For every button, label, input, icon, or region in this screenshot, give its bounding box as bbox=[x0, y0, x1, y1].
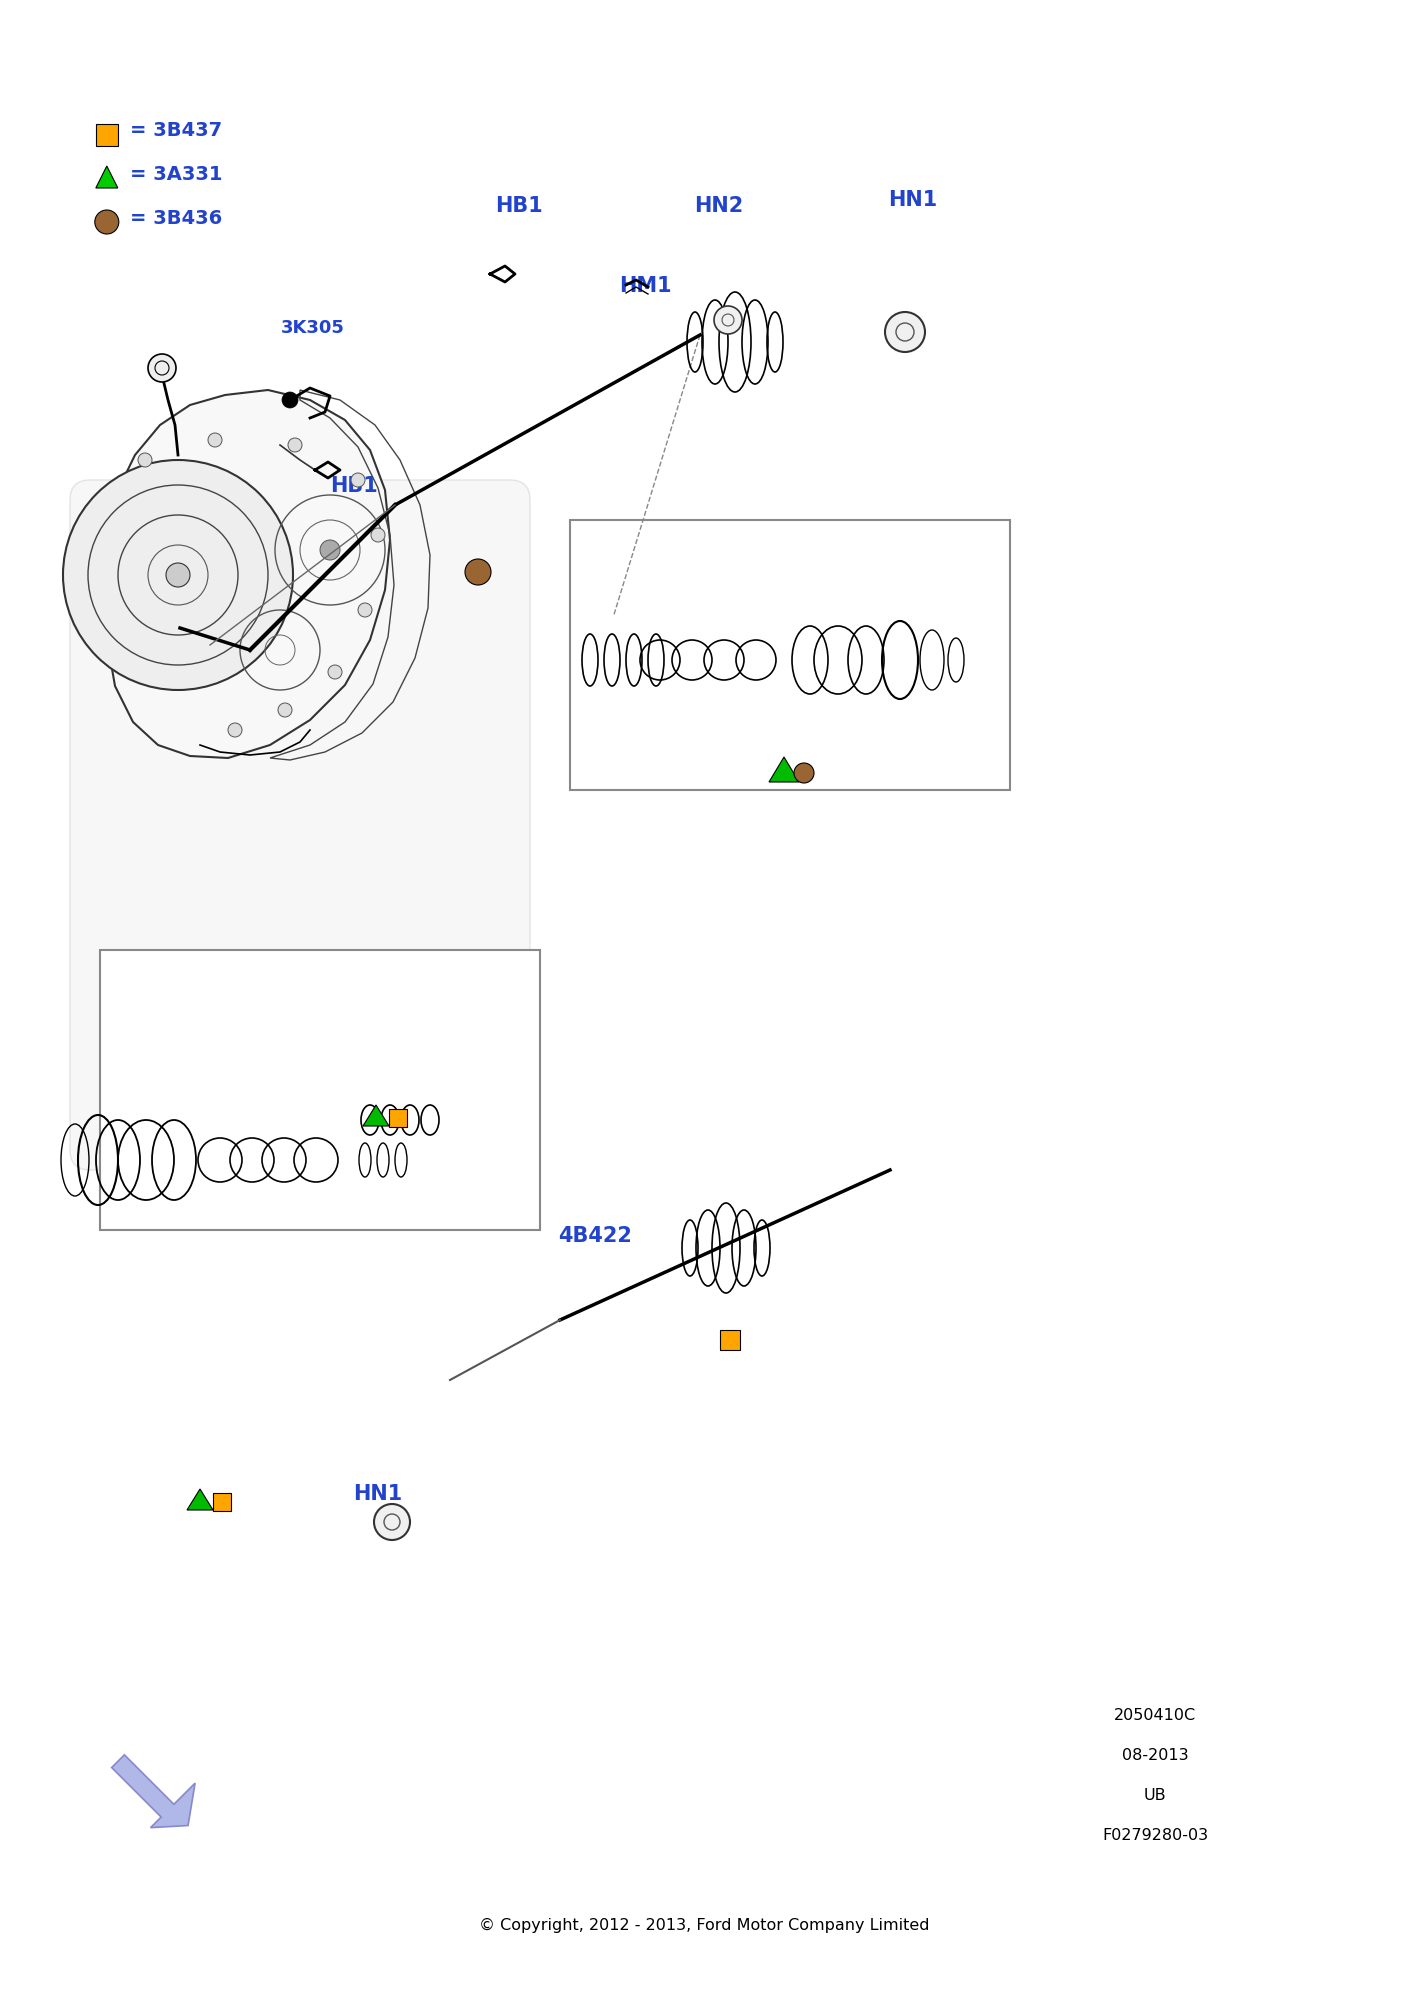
Circle shape bbox=[209, 434, 223, 448]
Text: HN2: HN2 bbox=[695, 196, 743, 216]
Circle shape bbox=[94, 210, 118, 234]
FancyBboxPatch shape bbox=[100, 950, 540, 1230]
Text: HN1: HN1 bbox=[889, 190, 937, 210]
Circle shape bbox=[228, 722, 242, 736]
Text: HN1: HN1 bbox=[354, 1484, 402, 1504]
Text: UB: UB bbox=[1144, 1788, 1167, 1804]
Circle shape bbox=[358, 604, 372, 616]
Circle shape bbox=[282, 392, 297, 408]
Polygon shape bbox=[96, 166, 118, 188]
Circle shape bbox=[328, 664, 342, 680]
Circle shape bbox=[166, 564, 190, 588]
Circle shape bbox=[351, 472, 365, 486]
Text: HB1: HB1 bbox=[495, 196, 542, 216]
Circle shape bbox=[714, 306, 743, 334]
Circle shape bbox=[465, 558, 490, 584]
Text: HB1: HB1 bbox=[330, 476, 378, 496]
Text: F0279280-03: F0279280-03 bbox=[1102, 1828, 1209, 1844]
Text: 2050410C: 2050410C bbox=[1115, 1708, 1196, 1724]
FancyBboxPatch shape bbox=[571, 520, 1010, 790]
Polygon shape bbox=[111, 1754, 194, 1828]
Polygon shape bbox=[364, 1104, 389, 1126]
Polygon shape bbox=[187, 1488, 213, 1510]
Circle shape bbox=[287, 438, 302, 452]
Polygon shape bbox=[106, 390, 390, 758]
Circle shape bbox=[278, 704, 292, 718]
Text: HM1: HM1 bbox=[619, 276, 672, 296]
Text: = 3A331: = 3A331 bbox=[130, 166, 223, 184]
Circle shape bbox=[63, 460, 293, 690]
Circle shape bbox=[138, 454, 152, 466]
Circle shape bbox=[371, 528, 385, 542]
Text: 3K305: 3K305 bbox=[280, 318, 345, 336]
Text: 4B422: 4B422 bbox=[558, 1226, 631, 1246]
Text: = 3B437: = 3B437 bbox=[130, 122, 223, 140]
Text: 08-2013: 08-2013 bbox=[1122, 1748, 1189, 1764]
FancyBboxPatch shape bbox=[96, 124, 118, 146]
Circle shape bbox=[320, 540, 340, 560]
FancyBboxPatch shape bbox=[389, 1108, 407, 1128]
Polygon shape bbox=[769, 756, 799, 782]
Text: = 3B436: = 3B436 bbox=[130, 210, 223, 228]
Circle shape bbox=[885, 312, 924, 352]
FancyBboxPatch shape bbox=[720, 1330, 740, 1350]
FancyBboxPatch shape bbox=[213, 1492, 231, 1512]
FancyBboxPatch shape bbox=[70, 480, 530, 1170]
Circle shape bbox=[148, 354, 176, 382]
Circle shape bbox=[795, 762, 814, 782]
Text: © Copyright, 2012 - 2013, Ford Motor Company Limited: © Copyright, 2012 - 2013, Ford Motor Com… bbox=[479, 1918, 930, 1932]
Circle shape bbox=[373, 1504, 410, 1540]
